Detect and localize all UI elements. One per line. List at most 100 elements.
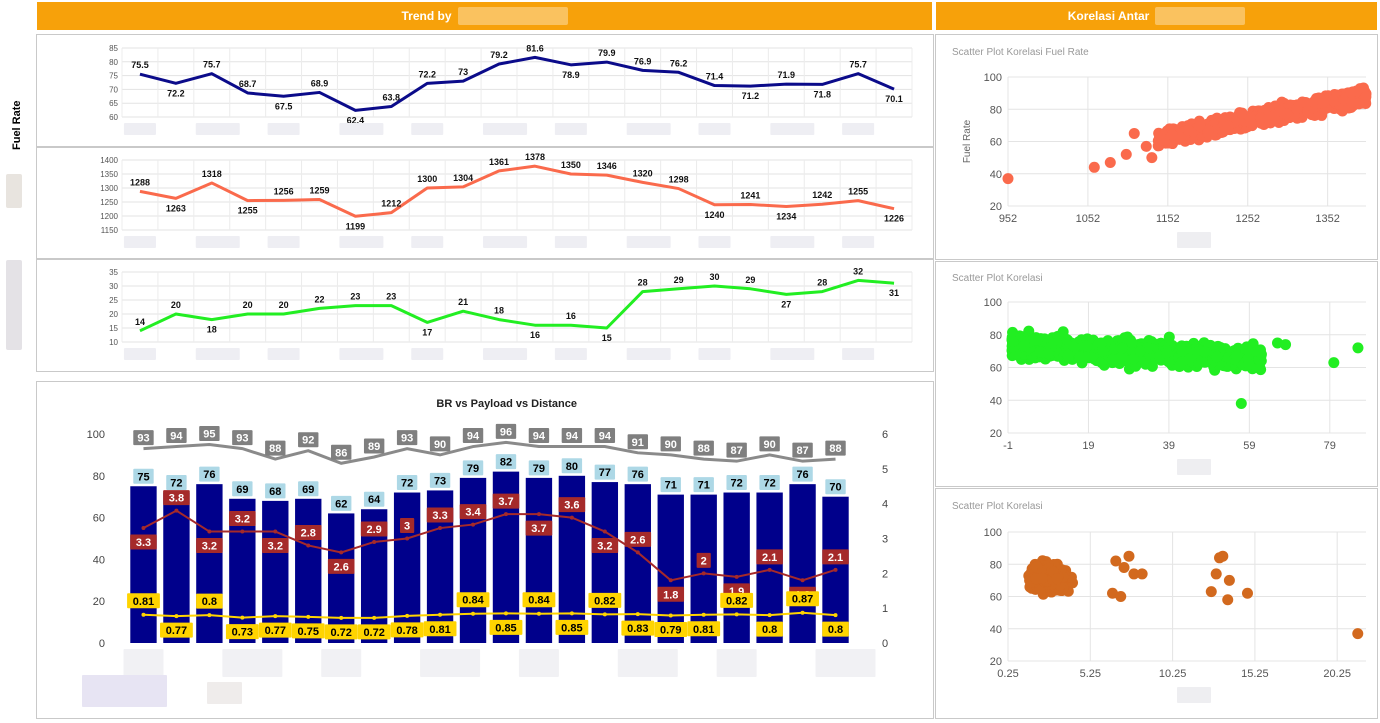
y-tick-label: 65 <box>109 99 118 108</box>
y-left-tick-label: 100 <box>87 429 105 441</box>
bar-label-bg <box>462 460 484 476</box>
data-label: 71.9 <box>778 70 796 80</box>
y-left-tick-label: 80 <box>93 471 105 483</box>
data-label: 76.9 <box>634 56 652 66</box>
series-line <box>139 164 895 218</box>
data-label: 71.8 <box>813 89 831 99</box>
scatter-point <box>1174 360 1186 372</box>
x-label-redacted <box>716 649 757 677</box>
red-label: 3.7 <box>498 496 513 508</box>
legend-redacted-2 <box>207 682 242 704</box>
bar <box>393 492 421 643</box>
scatter-3-title: Scatter Plot Korelasi <box>952 501 1043 512</box>
gray-label: 94 <box>599 431 612 443</box>
bar <box>756 492 783 643</box>
yellow-series-marker <box>141 612 146 617</box>
bar-label: 82 <box>500 457 512 469</box>
yellow-series-marker <box>405 613 410 618</box>
yellow-label: 0.8 <box>828 624 843 636</box>
bar-label-bg <box>495 454 517 470</box>
yellow-label-bg <box>654 621 688 637</box>
yellow-label: 0.77 <box>265 625 286 637</box>
red-label-bg <box>360 521 388 537</box>
series-line <box>139 278 895 333</box>
scatter-point <box>1146 152 1158 164</box>
data-label: 1234 <box>776 211 796 221</box>
yellow-label-bg <box>687 621 721 637</box>
scatter-point <box>1002 173 1014 185</box>
data-label: 31 <box>889 288 899 298</box>
x-label-redacted <box>626 123 671 135</box>
yellow-series-marker <box>438 612 443 617</box>
scatter-point <box>1158 134 1170 146</box>
gray-label: 87 <box>796 445 808 457</box>
x-label-redacted <box>626 348 671 360</box>
data-label: 73 <box>458 67 468 77</box>
gray-label: 88 <box>269 443 281 455</box>
data-label: 68.7 <box>239 79 257 89</box>
trend-header-title: Trend by <box>401 9 452 23</box>
red-label-bg <box>400 518 415 533</box>
scatter-point <box>1210 568 1222 580</box>
bar-label-bg <box>693 477 714 493</box>
y-tick-label: 1200 <box>100 212 118 221</box>
x-label-redacted <box>267 236 300 248</box>
x-label-redacted <box>195 123 240 135</box>
y-tick-label: 100 <box>984 527 1002 539</box>
yellow-label: 0.77 <box>166 625 187 637</box>
scatter-point <box>1126 337 1138 349</box>
data-label: 1199 <box>346 221 366 231</box>
data-label: 68.9 <box>311 78 329 88</box>
red-label-bg <box>558 497 586 513</box>
red-label: 3 <box>404 521 410 533</box>
red-series-marker <box>701 571 706 576</box>
scatter-point <box>1166 129 1178 141</box>
scatter-point <box>1198 346 1210 358</box>
scatter-point <box>1163 356 1175 368</box>
data-label: 22 <box>314 294 324 304</box>
y-tick-label: 25 <box>109 296 118 305</box>
red-label-bg <box>426 507 454 523</box>
y-tick-label: 60 <box>109 113 118 122</box>
gray-label-bg <box>627 434 648 450</box>
gray-label: 93 <box>137 433 149 445</box>
x-label-redacted <box>698 123 731 135</box>
yellow-label: 0.81 <box>429 624 450 636</box>
bar <box>624 484 651 643</box>
scatter-point <box>1161 347 1173 359</box>
scatter-point <box>1255 348 1267 360</box>
yellow-label-bg <box>720 592 754 608</box>
red-label: 2.1 <box>762 552 777 564</box>
data-label: 29 <box>745 275 755 285</box>
gray-label: 93 <box>401 433 413 445</box>
bar-label: 71 <box>698 480 710 492</box>
bar-label-bg <box>528 460 550 476</box>
bar-label: 76 <box>632 469 644 481</box>
x-label-redacted <box>1177 459 1211 475</box>
gray-series-line <box>143 440 836 465</box>
gray-label-bg <box>726 442 747 458</box>
combo-chart: BR vs Payload vs Distance 0 20 40 60 80 100 0 1… <box>82 398 888 707</box>
yellow-label: 0.72 <box>363 627 384 639</box>
gray-label: 92 <box>302 435 314 447</box>
scatter-point <box>1128 568 1140 580</box>
scatter-point <box>1235 398 1247 410</box>
trend-panel-payload: 10 15 20 25 30 35 14 20 18 20 20 22 23 23 17 21 18 16 16 15… <box>36 259 934 372</box>
yellow-label-bg <box>456 592 490 608</box>
scatter-point <box>1088 161 1100 173</box>
x-label-redacted <box>411 236 444 248</box>
scatter-point <box>1352 342 1364 354</box>
data-label: 28 <box>817 278 827 288</box>
scatter-point <box>1127 353 1139 365</box>
red-label-bg <box>822 549 849 565</box>
yellow-series-marker <box>339 615 344 620</box>
red-label-bg <box>624 531 652 547</box>
yellow-label: 0.79 <box>660 624 681 636</box>
x-label-redacted <box>626 236 671 248</box>
x-tick-label: 5.25 <box>1080 668 1101 680</box>
yellow-label-bg <box>258 622 292 638</box>
gray-label-bg <box>660 436 681 452</box>
scatter-point <box>1136 568 1148 580</box>
bar-label-bg <box>759 475 780 491</box>
yellow-label: 0.85 <box>561 622 582 634</box>
